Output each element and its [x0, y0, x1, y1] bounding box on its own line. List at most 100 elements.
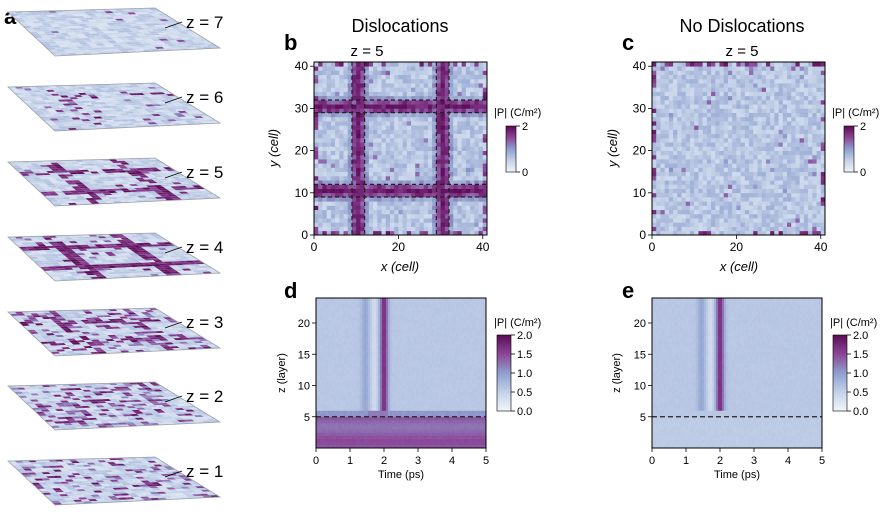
heatmap-cell — [339, 125, 344, 130]
heatmap-cell — [440, 154, 446, 160]
layer-cell — [102, 31, 113, 34]
heatmap-cell — [453, 159, 458, 164]
heatmap-cell — [474, 222, 479, 227]
layer-cell — [37, 39, 48, 42]
heatmap-cell — [398, 188, 403, 194]
heatmap-cell — [394, 91, 399, 97]
heatmap-cell — [453, 175, 458, 181]
heatmap-cell — [415, 137, 420, 143]
heatmap-cell — [322, 171, 328, 177]
heatmap-cell — [457, 171, 463, 177]
layer-cell — [35, 112, 46, 115]
heatmap-cell — [335, 66, 340, 71]
heatmap-cell — [457, 91, 463, 97]
layer-cell — [75, 15, 85, 19]
heatmap-cell — [465, 137, 471, 143]
heatmap-cell — [373, 154, 378, 160]
heatmap-cell — [322, 226, 328, 232]
layer-cell — [22, 25, 33, 28]
heatmap-cell — [389, 150, 395, 156]
layer-cell — [144, 39, 155, 42]
layer-cell — [47, 41, 57, 44]
heatmap-cell — [373, 209, 378, 215]
heatmap-cell — [356, 167, 361, 173]
heatmap-cell — [385, 226, 391, 232]
heatmap-cell — [335, 74, 340, 80]
heatmap-cell — [457, 226, 463, 232]
heatmap-cell — [474, 218, 479, 223]
layer-cell — [130, 29, 141, 33]
heatmap-cell — [343, 133, 349, 139]
heatmap-cell — [368, 175, 374, 181]
heatmap-cell — [427, 188, 433, 194]
layer-cell — [52, 32, 63, 36]
heatmap-cell — [470, 218, 475, 223]
heatmap-cell — [419, 121, 425, 126]
layer-cell — [105, 16, 115, 20]
layer-cell — [73, 44, 84, 47]
layer-cell — [75, 46, 86, 49]
heatmap-cell — [398, 91, 403, 97]
heatmap-cell — [377, 159, 382, 164]
heatmap-cell — [415, 197, 420, 202]
heatmap-cell — [389, 70, 395, 76]
heatmap-cell — [461, 184, 467, 189]
heatmap-cell — [335, 121, 340, 126]
heatmap-cell — [326, 104, 332, 109]
layer-cell — [161, 40, 172, 43]
heatmap-cell — [398, 197, 403, 202]
heatmap-cell — [453, 184, 458, 189]
heatmap-cell — [351, 163, 357, 168]
heatmap-cell — [314, 184, 319, 189]
heatmap-cell — [453, 74, 458, 80]
layer-cell — [51, 120, 62, 123]
heatmap-cell — [427, 184, 433, 189]
heatmap-cell — [465, 91, 471, 97]
layer-cell — [78, 42, 89, 45]
heatmap-cell — [423, 142, 429, 147]
layer-cell — [68, 46, 79, 49]
heatmap-cell — [440, 129, 446, 135]
layer-cell — [31, 108, 41, 111]
heatmap-cell — [318, 78, 323, 84]
heatmap-cell — [318, 222, 323, 227]
heatmap-cell — [415, 209, 420, 215]
layer-cell — [59, 38, 70, 42]
heatmap-cell — [330, 87, 336, 92]
heatmap-cell — [440, 205, 446, 211]
heatmap-cell — [465, 188, 471, 194]
heatmap-cell — [411, 129, 416, 135]
layer-cell — [25, 96, 35, 99]
heatmap-cell — [423, 129, 429, 135]
heatmap-cell — [398, 213, 403, 219]
heatmap-cell — [381, 159, 387, 164]
heatmap-cell — [461, 171, 467, 177]
heatmap-cell — [368, 91, 374, 97]
layer-cell — [92, 47, 103, 50]
heatmap-cell — [385, 99, 391, 105]
heatmap-cell — [461, 159, 467, 164]
heatmap-cell — [449, 209, 454, 215]
heatmap-cell — [406, 133, 412, 139]
heatmap-cell — [314, 197, 319, 202]
layer-cell — [43, 25, 54, 28]
heatmap-cell — [398, 83, 403, 88]
heatmap-cell — [457, 104, 463, 109]
heatmap-cell — [364, 66, 370, 71]
heatmap-cell — [465, 62, 471, 67]
heatmap-cell — [449, 154, 454, 160]
layer-cell — [105, 38, 115, 42]
heatmap-cell — [461, 213, 467, 219]
heatmap-cell — [402, 205, 408, 211]
heatmap-cell — [457, 99, 463, 105]
heatmap-cell — [453, 201, 458, 206]
heatmap-cell — [440, 66, 446, 71]
layer-cell — [30, 94, 40, 97]
heatmap-cell — [330, 70, 336, 76]
heatmap-cell — [368, 188, 374, 194]
heatmap-cell — [314, 78, 319, 84]
heatmap-cell — [335, 201, 340, 206]
heatmap-cell — [373, 184, 378, 189]
heatmap-cell — [470, 70, 475, 76]
heatmap-cell — [364, 205, 370, 211]
